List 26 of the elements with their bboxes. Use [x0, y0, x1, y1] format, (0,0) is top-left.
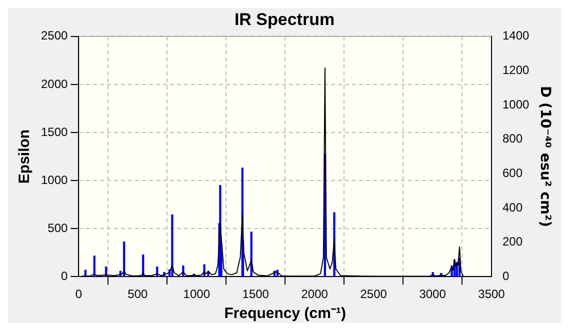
y2-axis-title: D (10⁻⁴⁰ esu² cm²) — [536, 86, 553, 228]
y2-tick-label: 600 — [502, 166, 523, 180]
y-tick-label: 1500 — [40, 124, 68, 139]
y2-tick-label: 800 — [502, 132, 523, 146]
y2-tick-label: 200 — [502, 234, 523, 249]
y2-tick-label: 1000 — [502, 97, 530, 112]
y-tick-label: 2500 — [40, 28, 68, 43]
y-tick-label: 0 — [61, 268, 68, 283]
y-axis-title: Epsilon — [16, 129, 34, 184]
y-tick-label: 500 — [48, 220, 68, 235]
y2-tick-label: 0 — [502, 268, 510, 283]
x-tick-label: 2500 — [360, 287, 388, 302]
y-tick-label: 1000 — [40, 172, 68, 187]
y2-tick-label: 1400 — [502, 28, 530, 43]
x-tick-label: 3500 — [478, 287, 506, 302]
y-tick-label: 2000 — [40, 76, 68, 91]
x-tick-label: 500 — [128, 287, 148, 302]
x-axis-title: Frequency (cm⁻¹) — [224, 305, 346, 322]
x-tick-label: 3000 — [419, 287, 446, 302]
x-tick-label: 0 — [75, 287, 82, 302]
y2-tick-label: 1200 — [502, 63, 530, 78]
chart-title: IR Spectrum — [234, 10, 335, 29]
y2-tick-label: 400 — [502, 200, 523, 214]
x-tick-label: 1000 — [183, 287, 210, 302]
x-tick-label: 1500 — [242, 287, 270, 302]
x-tick-label: 2000 — [301, 287, 328, 302]
